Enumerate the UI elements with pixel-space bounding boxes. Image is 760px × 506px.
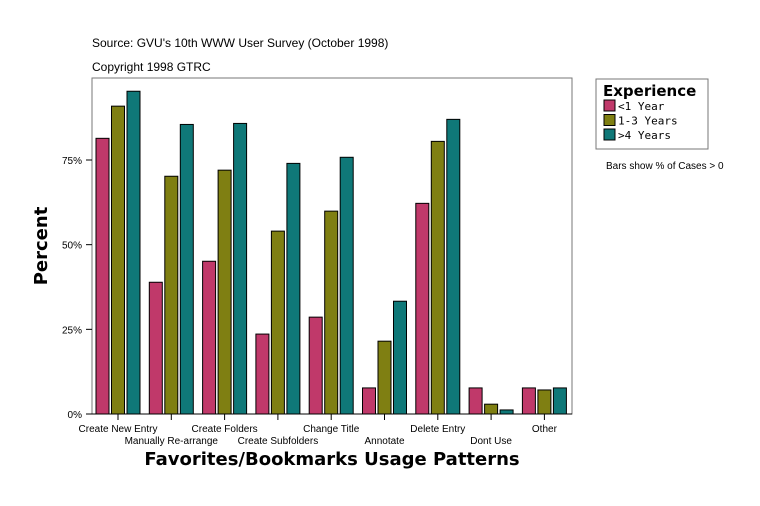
- bar: [484, 403, 499, 415]
- x-tick-label: Create Subfolders: [238, 436, 319, 447]
- y-tick-label: 75%: [62, 156, 82, 167]
- bar: [308, 316, 323, 415]
- bar: [324, 210, 339, 415]
- bar: [270, 230, 285, 415]
- legend-swatch: [603, 128, 616, 141]
- legend-swatch: [603, 114, 616, 126]
- bar: [164, 175, 179, 415]
- bar: [233, 122, 248, 415]
- bar: [430, 140, 445, 415]
- x-tick-label: Create Folders: [192, 424, 258, 435]
- note-text: Bars show % of Cases > 0: [606, 161, 724, 172]
- bar: [415, 202, 430, 415]
- bar: [111, 105, 125, 415]
- legend: Experience <1 Year 1-3 Years>4 Years: [595, 78, 709, 150]
- bar: [468, 387, 483, 415]
- legend-label: >4 Years: [618, 129, 671, 142]
- y-axis-title: Percent: [31, 206, 52, 285]
- x-tick-label: Dont Use: [470, 436, 512, 447]
- bar: [255, 333, 270, 415]
- copyright-text: Copyright 1998 GTRC: [92, 60, 211, 74]
- x-tick-label: Delete Entry: [410, 424, 465, 435]
- x-tick-label: Other: [532, 424, 558, 435]
- x-tick-label: Annotate: [364, 436, 404, 447]
- bar: [217, 169, 232, 415]
- legend-label: <1 Year: [618, 100, 665, 113]
- bar: [179, 123, 194, 415]
- source-text: Source: GVU's 10th WWW User Survey (Octo…: [92, 36, 388, 50]
- y-tick-label: 25%: [62, 325, 82, 336]
- y-tick-label: 0%: [68, 410, 83, 421]
- legend-label: 1-3 Years: [618, 115, 678, 128]
- legend-title: Experience: [603, 82, 696, 100]
- bar: [537, 389, 552, 415]
- bar: [377, 340, 392, 415]
- legend-swatch: [603, 99, 616, 112]
- bar: [126, 90, 141, 415]
- x-tick-label: Manually Re-arrange: [125, 436, 219, 447]
- bar: [202, 260, 217, 415]
- y-axis: 0% 25% 50% 75%: [62, 156, 92, 421]
- legend-box: [595, 78, 709, 150]
- bar: [499, 409, 514, 415]
- bar: [446, 118, 461, 415]
- x-tick-label: Create New Entry: [79, 424, 158, 435]
- bar: [95, 137, 110, 415]
- bar: [148, 281, 163, 415]
- y-tick-label: 50%: [62, 241, 82, 252]
- bar: [521, 387, 536, 415]
- bar: [393, 300, 407, 415]
- bar: [552, 387, 567, 415]
- bars: [95, 90, 567, 415]
- bar: [362, 387, 376, 415]
- x-tick-label: Change Title: [303, 424, 360, 435]
- bar: [286, 162, 301, 415]
- bar: [339, 156, 354, 415]
- x-axis-title: Favorites/Bookmarks Usage Patterns: [144, 449, 519, 470]
